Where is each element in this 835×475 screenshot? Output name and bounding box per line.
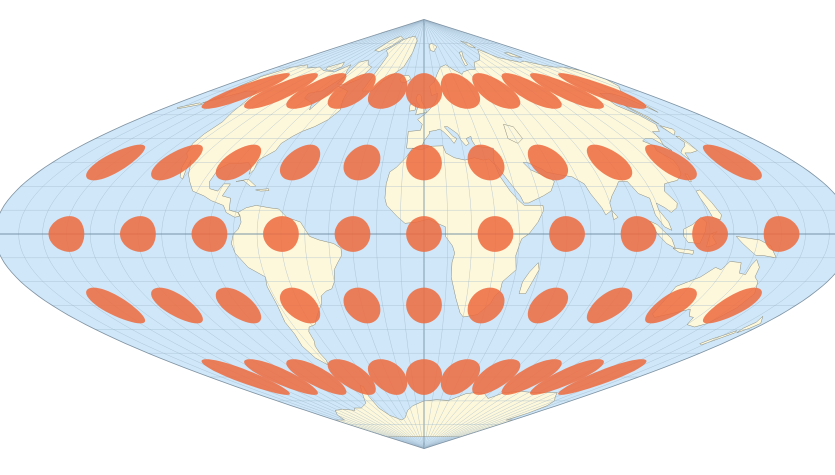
landmass-japan-honshu bbox=[675, 136, 698, 161]
tissot-indicatrix bbox=[215, 144, 262, 181]
tissot-indicatrix bbox=[48, 216, 85, 252]
tissot-indicatrix bbox=[406, 144, 442, 181]
tissot-indicatrix bbox=[406, 359, 442, 395]
tissot-indicatrix bbox=[586, 287, 633, 324]
tissot-indicatrix bbox=[151, 144, 203, 181]
tissot-indicatrix bbox=[244, 73, 318, 109]
landmass-alaska-islands bbox=[176, 102, 203, 110]
tissot-indicatrix bbox=[440, 359, 481, 395]
tissot-indicatrix bbox=[279, 144, 321, 181]
tissot-indicatrix bbox=[645, 287, 697, 324]
tissot-indicatrix bbox=[86, 144, 146, 181]
tissot-indicatrix bbox=[527, 144, 569, 181]
tissot-indicatrices bbox=[48, 73, 800, 395]
tissot-indicatrix bbox=[201, 359, 290, 395]
tissot-indicatrix bbox=[343, 287, 381, 324]
tissot-indicatrix bbox=[286, 359, 347, 395]
tissot-indicatrix bbox=[467, 144, 505, 181]
tissot-indicatrix bbox=[334, 216, 371, 252]
tissot-indicatrix bbox=[343, 144, 381, 181]
tissot-indicatrix bbox=[367, 73, 408, 109]
tissot-indicatrix bbox=[263, 216, 299, 252]
tissot-indicatrix bbox=[215, 287, 262, 324]
tissot-indicatrix bbox=[692, 216, 728, 252]
tissot-indicatrix bbox=[286, 73, 347, 109]
tissot-indicatrix bbox=[472, 359, 521, 395]
globe-outline bbox=[0, 18, 835, 450]
tissot-indicatrix bbox=[440, 73, 481, 109]
tissot-indicatrix bbox=[549, 216, 585, 252]
tissot-indicatrix bbox=[558, 73, 647, 109]
tissot-indicatrix bbox=[620, 216, 657, 252]
tissot-indicatrix bbox=[191, 216, 228, 252]
tissot-indicatrix bbox=[472, 73, 521, 109]
tissot-indicatrix bbox=[120, 216, 156, 252]
tissot-indicatrix bbox=[530, 359, 604, 395]
tissot-indicatrix bbox=[763, 216, 800, 252]
landmass-new-zealand-north bbox=[736, 316, 764, 334]
tissot-indicatrix bbox=[467, 287, 505, 324]
tissot-indicatrix bbox=[86, 287, 146, 324]
tissot-indicatrix bbox=[201, 73, 290, 109]
tissot-indicatrix bbox=[327, 73, 376, 109]
tissot-indicatrix bbox=[244, 359, 318, 395]
tissot-indicatrix bbox=[406, 73, 442, 109]
tissot-indicatrix bbox=[558, 359, 647, 395]
tissot-indicatrix bbox=[527, 287, 569, 324]
landmass-new-siberian-islands bbox=[503, 52, 523, 58]
tissot-indicatrix bbox=[586, 144, 633, 181]
tissot-indicatrix bbox=[151, 287, 203, 324]
tissot-indicatrix bbox=[645, 144, 697, 181]
tissot-indicatrix bbox=[501, 73, 562, 109]
tissot-indicatrix bbox=[530, 73, 604, 109]
tissot-indicatrix bbox=[367, 359, 408, 395]
map-outline bbox=[0, 18, 835, 450]
tissot-indicatrix bbox=[327, 359, 376, 395]
landmass-philippines bbox=[695, 189, 722, 220]
tissot-indicatrix bbox=[279, 287, 321, 324]
tissot-indicatrix bbox=[702, 287, 762, 324]
landmass-svalbard bbox=[428, 43, 438, 52]
tissot-indicatrix bbox=[406, 287, 442, 324]
tissot-indicatrix bbox=[501, 359, 562, 395]
landmass-novaya-zemlya bbox=[459, 51, 468, 67]
tissot-indicatrix bbox=[477, 216, 514, 252]
tissot-indicatrix bbox=[702, 144, 762, 181]
landmass-africa bbox=[384, 145, 544, 318]
landmass-south-america bbox=[231, 205, 342, 366]
tissot-indicatrix bbox=[406, 216, 442, 252]
landmass-hokkaido bbox=[659, 125, 676, 136]
